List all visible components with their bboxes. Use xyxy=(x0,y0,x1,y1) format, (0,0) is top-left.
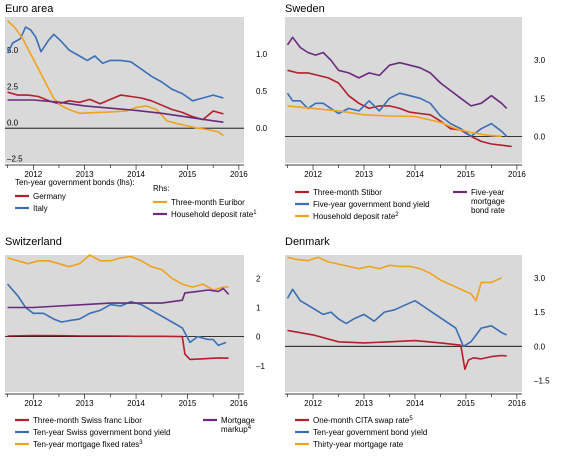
series-line-household-deposit-rate xyxy=(287,105,502,138)
series-line-thirty-year-mortgage-rate xyxy=(287,256,502,302)
x-tick-label: 2014 xyxy=(406,399,424,408)
y-tick-label-right: 0.0 xyxy=(534,132,546,141)
legend-label: Ten-year Swiss government bond yield xyxy=(33,428,170,437)
series-line-ten-year-swiss-government-bond-yield xyxy=(6,283,227,347)
legend-label: Italy xyxy=(33,204,48,213)
panel-title: Sweden xyxy=(285,3,325,15)
plot-area xyxy=(5,255,244,392)
series-line-five-year-government-bond-yield xyxy=(286,92,508,138)
series-line-household-deposit-rate xyxy=(7,99,224,123)
y-tick-label-right: 1.5 xyxy=(534,308,546,317)
panel-denmark: Denmark 3.0 1.5 0.0 –1.5 2012 2013 2014 2015 2016… xyxy=(285,236,550,449)
x-tick-label: 2013 xyxy=(76,399,94,408)
x-tick-label: 2013 xyxy=(355,170,373,179)
plot-area xyxy=(285,17,522,163)
legend-label: markup4 xyxy=(221,425,252,434)
series-line-mortgage-markup xyxy=(7,287,230,309)
x-tick-label: 2016 xyxy=(230,170,248,179)
panel-title: Denmark xyxy=(285,236,330,248)
plot-area xyxy=(5,17,244,163)
x-tick-label: 2014 xyxy=(127,399,145,408)
y-tick-label-right: 0 xyxy=(256,333,261,342)
x-tick-label: 2015 xyxy=(457,399,475,408)
legend-label: Germany xyxy=(33,192,66,201)
series-line-ten-year-government-bond-yield xyxy=(286,288,508,348)
legend: Three-month Swiss franc Libor Ten-year Sw… xyxy=(15,416,255,449)
x-tick-label: 2012 xyxy=(304,170,322,179)
x-tick-label: 2014 xyxy=(406,170,424,179)
legend-label: Ten-year mortgage fixed rates3 xyxy=(33,440,143,449)
y-tick-label-left: –2.5 xyxy=(7,155,23,164)
y-tick-label-right: 3.0 xyxy=(534,56,546,65)
series-line-italy xyxy=(6,26,224,102)
y-tick-label-right: 1 xyxy=(256,303,261,312)
legend-label: Mortgage xyxy=(221,416,255,425)
legend-label: mortgage xyxy=(471,197,505,206)
legend-label: bond rate xyxy=(471,206,505,215)
x-tick-label: 2013 xyxy=(355,399,373,408)
series-line-three-month-stibor xyxy=(287,69,512,148)
x-tick-label: 2016 xyxy=(508,399,526,408)
x-tick-label: 2015 xyxy=(457,170,475,179)
y-tick-label-right: –1.5 xyxy=(534,377,550,386)
x-tick-label: 2015 xyxy=(179,170,197,179)
plot-area xyxy=(285,255,522,392)
y-tick-label-left: 2.5 xyxy=(7,82,19,91)
x-tick-label: 2016 xyxy=(508,170,526,179)
x-tick-label: 2015 xyxy=(179,399,197,408)
y-tick-label-left: 0.0 xyxy=(7,119,19,128)
y-tick-label-left: 5.0 xyxy=(7,46,19,55)
legend-label: Ten-year government bond yield xyxy=(313,428,427,437)
y-tick-label-right: 3.0 xyxy=(534,274,546,283)
legend-label: Three-month Stibor xyxy=(313,188,382,197)
legend-label: Household deposit rate2 xyxy=(313,212,399,221)
x-tick-label: 2014 xyxy=(127,170,145,179)
series-line-three-month-swiss-franc-libor xyxy=(7,334,229,361)
legend-header-right: Rhs: xyxy=(153,184,169,193)
x-tick-label: 2016 xyxy=(230,399,248,408)
y-tick-label-right: 1.0 xyxy=(256,50,268,59)
series-line-germany xyxy=(7,91,224,121)
legend-header-left: Ten-year government bonds (lhs): xyxy=(15,178,135,187)
x-tick-label: 2012 xyxy=(24,399,42,408)
y-tick-label-right: 0.0 xyxy=(256,124,268,133)
legend-label: Three-month Euribor xyxy=(171,198,245,207)
legend: Ten-year government bonds (lhs): Rhs: Germ… xyxy=(15,178,257,219)
legend-label: Five-year xyxy=(471,188,505,197)
y-tick-label-right: –1 xyxy=(256,362,265,371)
y-tick-label-right: 1.5 xyxy=(534,94,546,103)
legend: Three-month Stibor Five-year government b… xyxy=(295,188,505,221)
x-tick-label: 2012 xyxy=(24,170,42,179)
panel-switzerland: Switzerland 2 1 0 –1 2012 2013 2014 2015 2016 Thre… xyxy=(5,236,265,449)
legend-label: One-month CITA swap rate5 xyxy=(313,416,413,425)
series-line-three-month-euribor xyxy=(7,20,224,137)
x-tick-label: 2013 xyxy=(76,170,94,179)
series-line-ten-year-mortgage-fixed-rates xyxy=(7,254,229,291)
y-tick-label-right: 0.5 xyxy=(256,87,268,96)
x-tick-label: 2012 xyxy=(304,399,322,408)
series-line-one-month-cita-swap-rate xyxy=(287,329,507,371)
legend-label: Five-year government bond yield xyxy=(313,200,430,209)
legend-label: Thirty-year mortgage rate xyxy=(313,440,404,449)
legend-label: Three-month Swiss franc Libor xyxy=(33,416,142,425)
y-tick-label-right: 2 xyxy=(256,274,261,283)
panel-title: Switzerland xyxy=(5,236,62,248)
legend-label: Household deposit rate1 xyxy=(171,210,257,219)
series-line-five-year-mortgage-bond-rate xyxy=(286,36,508,109)
panel-title: Euro area xyxy=(5,3,54,15)
y-tick-label-right: 0.0 xyxy=(534,342,546,351)
legend: One-month CITA swap rate5 Ten-year govern… xyxy=(295,416,427,449)
